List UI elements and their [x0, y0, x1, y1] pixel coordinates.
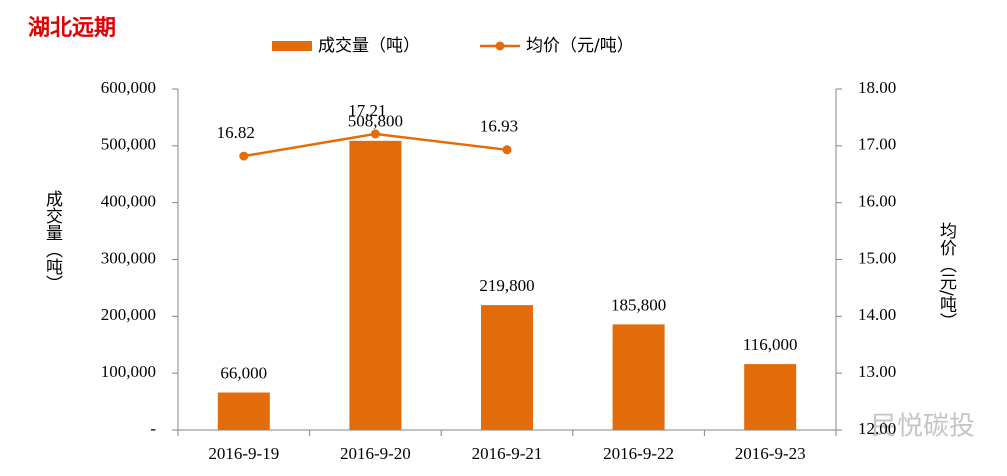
line-value-label: 16.82	[217, 123, 255, 142]
x-tick-label: 2016-9-22	[603, 444, 674, 463]
bar	[217, 392, 270, 430]
y-tick-label: 600,000	[101, 78, 156, 97]
line-point	[502, 145, 512, 155]
y-tick-label: 200,000	[101, 305, 156, 324]
y2-axis-label: 均价（元/吨）	[936, 222, 957, 330]
y-tick-label: 500,000	[101, 135, 156, 154]
line-value-label: 16.93	[480, 117, 518, 136]
y-tick-label: -	[150, 419, 156, 438]
bar-value-label: 185,800	[611, 295, 666, 314]
x-tick-label: 2016-9-23	[735, 444, 806, 463]
y2-tick-label: 12.00	[858, 419, 896, 438]
bar-value-label: 219,800	[479, 276, 534, 295]
bar-value-label: 66,000	[220, 363, 267, 382]
bar-value-label: 116,000	[743, 335, 798, 354]
y2-tick-label: 16.00	[858, 192, 896, 211]
legend-label: 均价（元/吨）	[526, 36, 634, 56]
x-tick-label: 2016-9-19	[208, 444, 279, 463]
line-point	[239, 151, 249, 161]
y2-tick-label: 17.00	[858, 135, 896, 154]
legend-label: 成交量（吨）	[318, 36, 420, 56]
bar	[612, 324, 665, 430]
y-tick-label: 300,000	[101, 248, 156, 267]
line-point	[370, 129, 380, 139]
bar	[481, 305, 533, 430]
bar-value-label: 508,800	[348, 112, 403, 131]
bar	[744, 364, 797, 430]
y2-tick-label: 15.00	[858, 248, 896, 267]
line-value-label: 17.21	[348, 101, 386, 120]
y-axis-label: 成交量（吨）	[42, 190, 63, 292]
legend-swatch	[272, 41, 312, 51]
y2-tick-label: 14.00	[858, 305, 896, 324]
x-tick-label: 2016-9-20	[340, 444, 411, 463]
legend-swatch	[495, 41, 505, 51]
watermark: 民悦碳投	[871, 412, 975, 442]
chart-title: 湖北远期	[28, 16, 116, 41]
y2-tick-label: 13.00	[858, 362, 896, 381]
y-tick-label: 100,000	[101, 362, 156, 381]
y-tick-label: 400,000	[101, 192, 156, 211]
y2-tick-label: 18.00	[858, 78, 896, 97]
bar	[349, 140, 402, 430]
x-tick-label: 2016-9-21	[472, 444, 543, 463]
